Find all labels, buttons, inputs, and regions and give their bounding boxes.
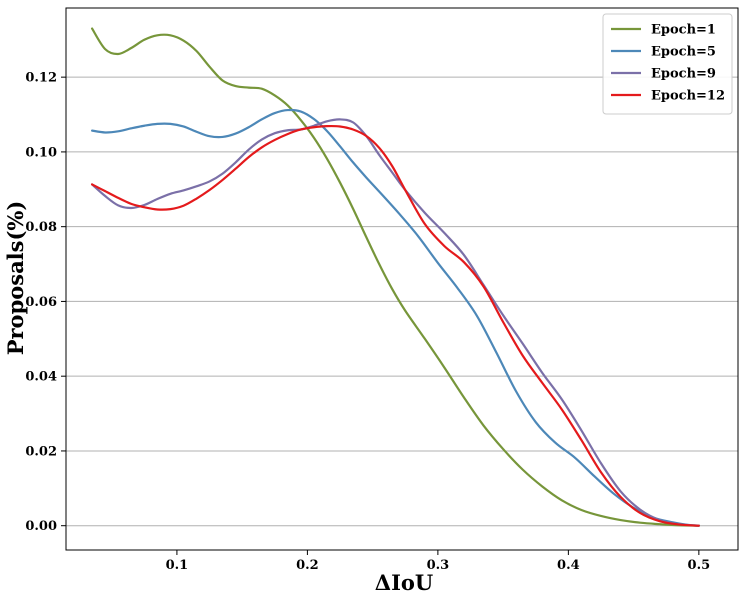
y-tick-label: 0.12: [25, 71, 57, 86]
legend-label: Epoch=12: [651, 89, 725, 104]
y-tick-label: 0.08: [25, 220, 57, 235]
series-lines: [91, 27, 700, 527]
y-tick-label: 0.00: [25, 519, 57, 534]
y-tick-label: 0.06: [25, 295, 57, 310]
x-tick-label: 0.3: [427, 558, 450, 573]
series-line: [91, 118, 700, 527]
x-tick-label: 0.1: [166, 558, 189, 573]
legend-box: [602, 13, 733, 115]
x-tick-label: 0.4: [557, 558, 580, 573]
legend-label: Epoch=1: [651, 23, 716, 38]
y-tick-label: 0.02: [25, 444, 57, 459]
x-axis-label: ΔIoU: [375, 570, 433, 595]
plot-frame: [65, 7, 739, 551]
x-tick-label: 0.5: [688, 558, 711, 573]
y-tick-label: 0.10: [25, 145, 57, 160]
legend-label: Epoch=5: [651, 45, 716, 60]
legend: Epoch=1 Epoch=5 Epoch=9 Epoch=12: [602, 13, 733, 115]
gridlines: [66, 76, 738, 527]
series-line: [91, 124, 700, 527]
series-line: [91, 27, 700, 527]
x-tick-label: 0.2: [296, 558, 319, 573]
y-tick-label: 0.04: [25, 370, 57, 385]
x-axis: 0.1 0.2 0.3 0.4 0.5: [166, 550, 711, 573]
legend-label: Epoch=9: [651, 67, 716, 82]
y-axis-label: Proposals(%): [3, 201, 28, 356]
series-line: [91, 108, 700, 527]
y-axis: 0.00 0.02 0.04 0.06 0.08 0.10 0.12: [25, 71, 66, 534]
